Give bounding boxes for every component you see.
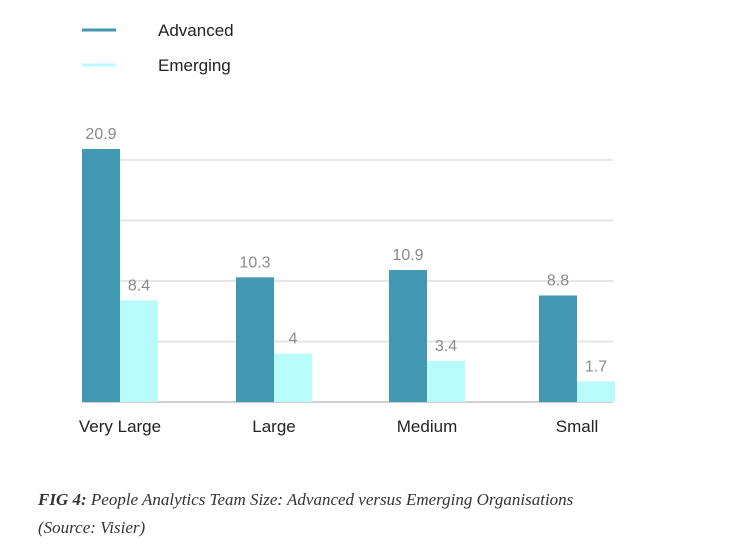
value-label-emerging-medium: 3.4 — [435, 338, 457, 355]
value-label-emerging-small: 1.7 — [585, 358, 607, 375]
bar-advanced-small — [539, 295, 577, 402]
value-label-advanced-large: 10.3 — [239, 254, 270, 271]
value-label-advanced-medium: 10.9 — [392, 247, 423, 264]
figure-caption: FIG 4: People Analytics Team Size: Advan… — [38, 486, 718, 542]
bar-emerging-very-large — [120, 300, 158, 402]
bar-advanced-medium — [389, 270, 427, 402]
bar-emerging-small — [577, 381, 615, 402]
bar-advanced-very-large — [82, 149, 120, 402]
x-tick-label-large: Large — [252, 417, 295, 436]
legend-label-advanced: Advanced — [158, 21, 234, 40]
legend-label-emerging: Emerging — [158, 56, 231, 75]
x-tick-label-small: Small — [556, 417, 599, 436]
figure-title: People Analytics Team Size: Advanced ver… — [86, 490, 574, 509]
x-tick-label-medium: Medium — [397, 417, 457, 436]
bars — [82, 149, 615, 402]
x-tick-label-very-large: Very Large — [79, 417, 161, 436]
bar-chart: Advanced Emerging 20.9 8.4 10.3 4 10.9 3.4 8.8 1… — [79, 21, 615, 436]
value-label-emerging-very-large: 8.4 — [128, 277, 150, 294]
value-label-advanced-very-large: 20.9 — [85, 126, 116, 143]
bar-emerging-large — [274, 353, 312, 402]
bar-advanced-large — [236, 277, 274, 402]
x-axis-labels: Very Large Large Medium Small — [79, 417, 598, 436]
value-label-emerging-large: 4 — [289, 331, 298, 348]
bar-emerging-medium — [427, 360, 465, 402]
legend: Advanced Emerging — [82, 21, 234, 75]
value-labels: 20.9 8.4 10.3 4 10.9 3.4 8.8 1.7 — [85, 126, 607, 375]
figure-source: (Source: Visier) — [38, 518, 146, 537]
gridlines — [82, 158, 613, 403]
value-label-advanced-small: 8.8 — [547, 272, 569, 289]
figure-number: FIG 4: — [38, 490, 87, 509]
